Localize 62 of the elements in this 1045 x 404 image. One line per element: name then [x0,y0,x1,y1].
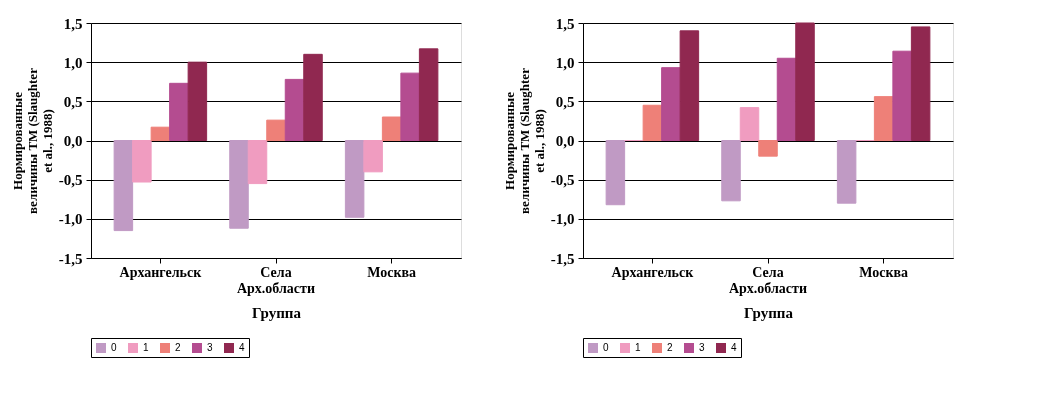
x-tick-label: Села Арх.области [728,264,808,296]
bar [303,53,323,141]
bar [605,140,626,206]
y-axis-title: Нормированные величины ТМ (Slaughter et al., 1988) [501,67,547,214]
y-tick-label: 0,5 [555,93,575,110]
bar [661,67,681,141]
bar [400,72,420,141]
y-tick-label: -1,0 [550,211,575,228]
legend-label: 3 [207,342,213,353]
bar [229,140,249,229]
y-tick-label: -1,5 [58,250,83,267]
bar [892,50,912,141]
bar [418,48,439,141]
bar [758,140,778,157]
bar [113,140,134,232]
x-tick-label: Архангельск [119,264,203,280]
legend-label: 4 [239,342,245,353]
bar [873,96,894,141]
y-tick-label: 0,0 [63,133,83,149]
bar [721,140,741,202]
bar [266,119,286,141]
y-tick-label: 0,0 [555,133,575,149]
bar [776,57,797,141]
y-axis-title: Нормированные величины ТМ (Slaughter et al., 1988) [9,67,55,214]
x-tick-label: Москва [367,264,417,280]
x-axis-title: Группа [251,304,302,321]
bar [910,26,931,141]
y-tick-label: 0,5 [63,93,83,110]
x-tick-label: Москва [859,264,909,280]
x-tick-label: Села Арх.области [236,264,316,296]
y-tick-label: -1,0 [58,211,83,228]
legend-label: 2 [175,342,181,353]
y-tick-label: 1,0 [63,54,83,71]
legend-label: 3 [699,342,705,353]
y-tick-label: -0,5 [550,172,575,189]
legend-label: 0 [603,342,609,353]
x-tick-label: Архангельск [611,264,695,280]
y-tick-label: 1,5 [63,15,83,32]
bar [739,107,760,141]
y-tick-label: -1,5 [550,250,575,267]
bar [169,82,189,141]
bar [642,104,663,141]
bar [381,116,402,141]
bar [284,78,305,141]
y-tick-label: 1,0 [555,54,575,71]
legend-label: 2 [667,342,673,353]
bar [795,22,815,141]
legend-label: 1 [143,342,149,353]
x-axis-title: Группа [743,304,794,321]
bar [363,140,383,173]
bar [247,140,268,185]
bar [836,140,857,204]
bar [187,61,208,141]
bar [344,140,365,218]
bar [150,126,171,141]
bar [132,140,152,183]
legend-label: 1 [635,342,641,353]
y-tick-label: 1,5 [555,15,575,32]
y-tick-label: -0,5 [58,172,83,189]
legend-label: 0 [111,342,117,353]
legend-label: 4 [731,342,737,353]
bar [679,30,700,141]
